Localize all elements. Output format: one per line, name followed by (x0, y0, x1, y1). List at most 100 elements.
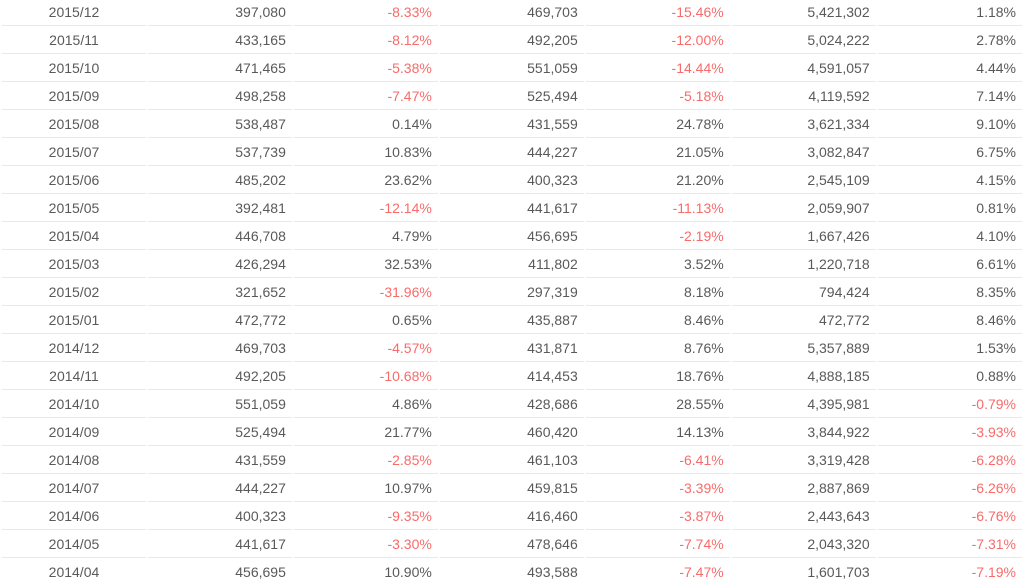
table-row: 2015/06 485,202 23.62% 400,323 21.20% 2,… (2, 166, 1022, 194)
table-row: 2015/09 498,258 -7.47% 525,494 -5.18% 4,… (2, 82, 1022, 110)
change-b-percent-cell: 8.46% (585, 306, 730, 334)
table-row: 2014/06 400,323 -9.35% 416,460 -3.87% 2,… (2, 502, 1022, 530)
value-c-cell: 3,082,847 (731, 138, 876, 166)
change-a-percent-cell: -10.68% (293, 362, 438, 390)
change-b-percent-cell: -11.13% (585, 194, 730, 222)
change-b-percent-cell: -6.41% (585, 446, 730, 474)
value-c-cell: 3,844,922 (731, 418, 876, 446)
value-a-cell: 392,481 (147, 194, 292, 222)
change-a-percent-cell: -31.96% (293, 278, 438, 306)
value-a-cell: 538,487 (147, 110, 292, 138)
value-b-cell: 400,323 (439, 166, 584, 194)
month-cell: 2015/06 (2, 166, 146, 194)
change-a-percent-cell: 10.97% (293, 474, 438, 502)
value-c-cell: 3,319,428 (731, 446, 876, 474)
value-c-cell: 4,395,981 (731, 390, 876, 418)
change-c-percent-cell: -3.93% (877, 418, 1022, 446)
value-c-cell: 2,443,643 (731, 502, 876, 530)
value-a-cell: 441,617 (147, 530, 292, 558)
month-cell: 2015/12 (2, 0, 146, 26)
month-cell: 2014/07 (2, 474, 146, 502)
change-a-percent-cell: 4.79% (293, 222, 438, 250)
value-a-cell: 426,294 (147, 250, 292, 278)
change-a-percent-cell: -3.30% (293, 530, 438, 558)
change-b-percent-cell: -3.39% (585, 474, 730, 502)
change-b-percent-cell: -2.19% (585, 222, 730, 250)
value-b-cell: 435,887 (439, 306, 584, 334)
value-b-cell: 416,460 (439, 502, 584, 530)
change-b-percent-cell: -14.44% (585, 54, 730, 82)
value-b-cell: 551,059 (439, 54, 584, 82)
change-a-percent-cell: -4.57% (293, 334, 438, 362)
value-b-cell: 411,802 (439, 250, 584, 278)
change-b-percent-cell: -12.00% (585, 26, 730, 54)
value-a-cell: 498,258 (147, 82, 292, 110)
value-a-cell: 551,059 (147, 390, 292, 418)
change-a-percent-cell: -12.14% (293, 194, 438, 222)
change-b-percent-cell: 18.76% (585, 362, 730, 390)
value-a-cell: 492,205 (147, 362, 292, 390)
table-row: 2015/05 392,481 -12.14% 441,617 -11.13% … (2, 194, 1022, 222)
change-c-percent-cell: 6.75% (877, 138, 1022, 166)
change-a-percent-cell: 23.62% (293, 166, 438, 194)
value-b-cell: 460,420 (439, 418, 584, 446)
month-cell: 2015/02 (2, 278, 146, 306)
value-a-cell: 472,772 (147, 306, 292, 334)
change-b-percent-cell: -7.74% (585, 530, 730, 558)
value-c-cell: 1,667,426 (731, 222, 876, 250)
month-cell: 2015/09 (2, 82, 146, 110)
value-c-cell: 3,621,334 (731, 110, 876, 138)
month-cell: 2014/08 (2, 446, 146, 474)
table-row: 2015/12 397,080 -8.33% 469,703 -15.46% 5… (2, 0, 1022, 26)
change-a-percent-cell: 32.53% (293, 250, 438, 278)
change-b-percent-cell: -5.18% (585, 82, 730, 110)
month-cell: 2015/10 (2, 54, 146, 82)
value-b-cell: 492,205 (439, 26, 584, 54)
value-c-cell: 2,043,320 (731, 530, 876, 558)
change-c-percent-cell: -7.19% (878, 558, 1022, 585)
table-row: 2015/01 472,772 0.65% 435,887 8.46% 472,… (2, 306, 1022, 334)
change-a-percent-cell: -9.35% (293, 502, 438, 530)
value-a-cell: 525,494 (147, 418, 292, 446)
change-a-percent-cell: 0.14% (293, 110, 438, 138)
value-a-cell: 433,165 (147, 26, 292, 54)
table-row: 2015/04 446,708 4.79% 456,695 -2.19% 1,6… (2, 222, 1022, 250)
value-a-cell: 397,080 (147, 0, 292, 26)
month-cell: 2014/10 (2, 390, 146, 418)
change-b-percent-cell: 24.78% (585, 110, 730, 138)
table-row: 2015/11 433,165 -8.12% 492,205 -12.00% 5… (2, 26, 1022, 54)
value-c-cell: 5,024,222 (731, 26, 876, 54)
change-b-percent-cell: -7.47% (586, 558, 730, 585)
month-cell: 2015/01 (2, 306, 146, 334)
table-row: 2015/03 426,294 32.53% 411,802 3.52% 1,2… (2, 250, 1022, 278)
month-cell: 2014/06 (2, 502, 146, 530)
change-c-percent-cell: 9.10% (877, 110, 1022, 138)
change-c-percent-cell: 4.15% (877, 166, 1022, 194)
change-a-percent-cell: 10.83% (293, 138, 438, 166)
value-c-cell: 2,545,109 (731, 166, 876, 194)
change-c-percent-cell: -6.26% (877, 474, 1022, 502)
month-cell: 2015/04 (2, 222, 146, 250)
value-b-cell: 478,646 (439, 530, 584, 558)
value-c-cell: 4,888,185 (731, 362, 876, 390)
value-c-cell: 2,887,869 (731, 474, 876, 502)
change-c-percent-cell: 7.14% (877, 82, 1022, 110)
change-c-percent-cell: 1.53% (877, 334, 1022, 362)
value-b-cell: 459,815 (439, 474, 584, 502)
month-cell: 2014/09 (2, 418, 146, 446)
change-a-percent-cell: -2.85% (293, 446, 438, 474)
value-c-cell: 4,591,057 (731, 54, 876, 82)
table-row: 2015/07 537,739 10.83% 444,227 21.05% 3,… (2, 138, 1022, 166)
table-row: 2015/10 471,465 -5.38% 551,059 -14.44% 4… (2, 54, 1022, 82)
value-a-cell: 537,739 (147, 138, 292, 166)
value-b-cell: 461,103 (439, 446, 584, 474)
value-b-cell: 444,227 (439, 138, 584, 166)
change-a-percent-cell: 4.86% (293, 390, 438, 418)
value-c-cell: 1,220,718 (731, 250, 876, 278)
change-a-percent-cell: 0.65% (293, 306, 438, 334)
value-b-cell: 469,703 (439, 0, 584, 26)
month-cell: 2014/04 (2, 558, 146, 585)
